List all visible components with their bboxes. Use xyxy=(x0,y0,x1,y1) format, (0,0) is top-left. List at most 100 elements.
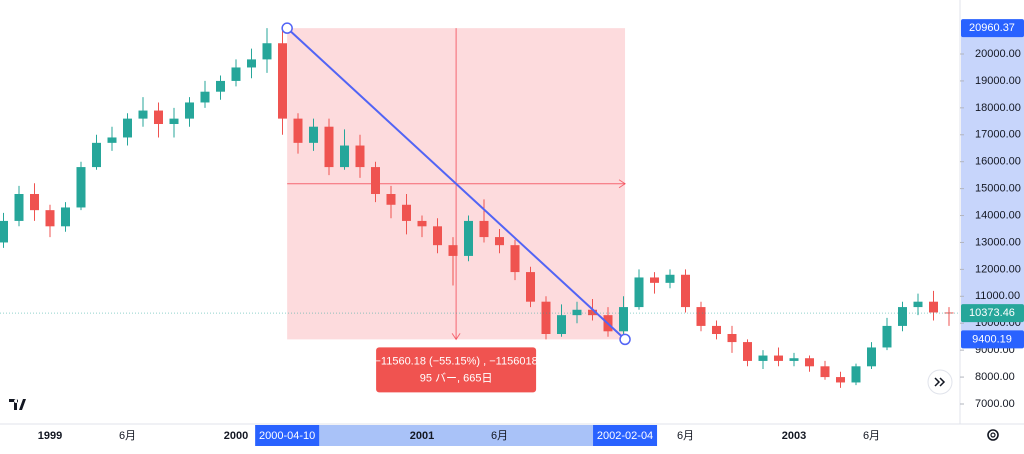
logo-bg xyxy=(4,392,34,418)
candle-body xyxy=(727,333,737,343)
candle-body xyxy=(30,194,39,211)
tradingview-logo[interactable] xyxy=(4,392,34,418)
time-range-highlight xyxy=(287,425,626,446)
candle-body xyxy=(898,307,907,326)
candle-body xyxy=(433,226,442,246)
measure-info-box xyxy=(376,347,537,393)
y-tick-label: 15000.00 xyxy=(975,183,1021,195)
price-range-highlight xyxy=(961,28,1024,340)
end-date-label-bg xyxy=(593,425,658,446)
x-tick-label: 2000 xyxy=(224,430,248,442)
candle-body xyxy=(495,237,504,246)
start-date-label: 2000-04-10 xyxy=(259,430,315,442)
candle-body xyxy=(355,145,365,168)
candle-body xyxy=(929,301,938,313)
y-tick-label: 17000.00 xyxy=(975,129,1021,141)
y-tick-label: 16000.00 xyxy=(975,156,1021,168)
start-price-label: 20960.37 xyxy=(969,22,1015,34)
candle-body xyxy=(464,220,473,256)
x-tick-label: 1999 xyxy=(38,430,62,442)
candle-body xyxy=(92,142,101,168)
y-tick-label: 18000.00 xyxy=(975,102,1021,114)
axes-layer: 7000.008000.009000.0010000.0011000.00120… xyxy=(38,19,1024,446)
candle-body xyxy=(619,307,628,332)
candle-body xyxy=(665,274,675,283)
y-tick-label: 7000.00 xyxy=(975,398,1015,410)
candle-body xyxy=(743,342,752,361)
candle-body xyxy=(789,358,799,361)
x-tick-label: 6月 xyxy=(677,430,694,442)
candle-body xyxy=(681,274,690,308)
scroll-button-icon xyxy=(934,377,946,387)
candle-body xyxy=(76,167,86,208)
y-tick-label: 11000.00 xyxy=(975,290,1020,302)
candle-body xyxy=(913,301,923,308)
candle-body xyxy=(836,377,845,383)
candle-body xyxy=(696,307,706,326)
measure-h-arrow xyxy=(618,179,626,189)
candle-body xyxy=(278,43,287,119)
candle-body xyxy=(45,210,55,227)
end-price-label-bg xyxy=(961,330,1024,349)
y-tick-label: 8000.00 xyxy=(975,371,1015,383)
candle-body xyxy=(185,102,194,119)
last-price-label: 10373.46 xyxy=(969,307,1015,319)
x-tick-label: 6月 xyxy=(119,430,136,442)
gear-hub xyxy=(990,432,996,438)
y-tick-label: 19000.00 xyxy=(975,75,1021,87)
candle-body xyxy=(324,126,334,168)
candle-body xyxy=(758,355,768,361)
candle-body xyxy=(107,137,117,143)
candle-body xyxy=(572,309,582,316)
candle-body xyxy=(774,355,783,361)
candle-body xyxy=(262,43,272,60)
measure-end-point xyxy=(619,333,631,346)
settings-button[interactable] xyxy=(987,429,999,441)
x-tick-label: 6月 xyxy=(863,430,880,442)
candle-body xyxy=(0,220,8,243)
overlay-layer: −11560.18 (−55.15%) , −1156018 95 バー, 665… xyxy=(281,22,631,393)
last-price-label-bg xyxy=(961,304,1024,323)
candle-body xyxy=(293,118,303,143)
candle-body xyxy=(154,110,163,125)
candle-body xyxy=(386,194,396,205)
candles-layer xyxy=(0,28,960,388)
candle-body xyxy=(712,325,721,334)
candle-body xyxy=(138,110,148,119)
scroll-button[interactable] xyxy=(927,369,953,395)
gear-ring xyxy=(987,429,999,441)
candle-body xyxy=(169,118,179,125)
candle-body xyxy=(340,145,349,168)
candle-body xyxy=(588,309,597,316)
candle-body xyxy=(650,277,659,283)
candle-body xyxy=(557,315,566,334)
candle-body xyxy=(216,80,225,92)
measure-line xyxy=(286,27,626,341)
x-tick-label: 2003 xyxy=(782,430,806,442)
x-tick-label: 2001 xyxy=(410,430,434,442)
measure-bars-text: 95 バー, 665日 xyxy=(420,371,493,384)
candle-body xyxy=(14,194,24,221)
candle-body xyxy=(231,67,241,81)
candle-body xyxy=(200,91,210,103)
measure-start-point xyxy=(281,22,293,34)
x-tick-label: 6月 xyxy=(491,430,508,442)
candle-body xyxy=(805,358,814,367)
y-tick-label: 20000.00 xyxy=(975,48,1021,60)
measure-v-arrow xyxy=(451,333,461,341)
end-date-label: 2002-02-04 xyxy=(597,430,653,442)
candle-body xyxy=(123,118,132,138)
y-tick-label: 13000.00 xyxy=(975,236,1021,248)
candle-body xyxy=(541,301,551,334)
end-price-label: 9400.19 xyxy=(972,333,1012,345)
candle-body xyxy=(851,366,861,383)
candle-body xyxy=(867,347,876,367)
candle-body xyxy=(402,204,411,221)
candle-body xyxy=(61,207,70,227)
candle-body xyxy=(634,277,644,308)
candle-body xyxy=(479,220,489,238)
candle-body xyxy=(417,220,427,227)
candle-body xyxy=(371,167,380,195)
